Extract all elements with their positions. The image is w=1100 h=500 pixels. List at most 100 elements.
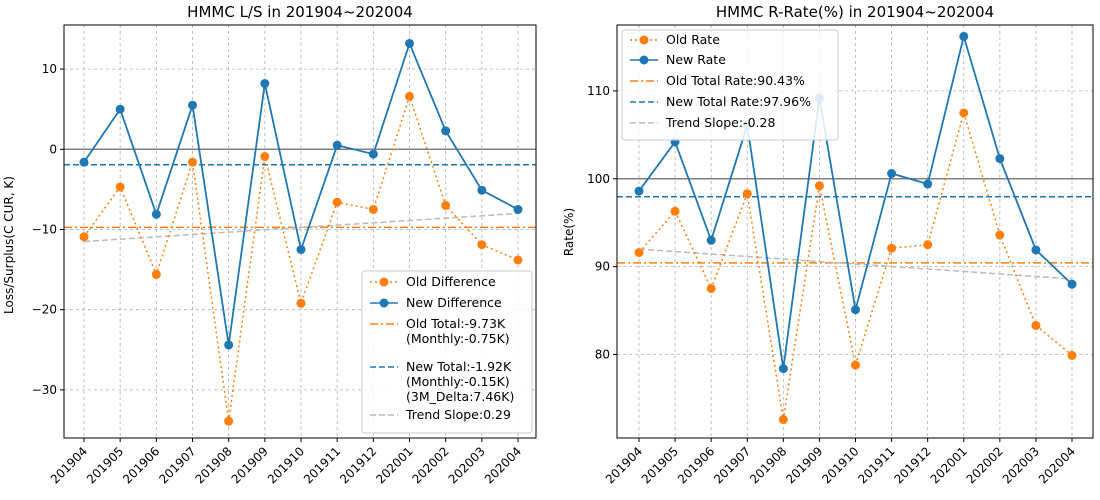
data-point: [706, 284, 716, 294]
legend-marker: [379, 298, 389, 308]
legend: Old Rate New Rate Old Total Rate:90.43% New…: [621, 29, 839, 141]
x-tick-label: 201912: [337, 444, 379, 486]
x-tick-label: 201907: [711, 444, 753, 486]
data-point: [151, 269, 161, 279]
x-tick-label: 201907: [156, 444, 198, 486]
data-point: [296, 298, 306, 308]
data-point: [79, 232, 89, 242]
data-point: [79, 157, 89, 167]
data-point: [405, 38, 414, 48]
x-tick-label: 201906: [675, 444, 717, 486]
y-tick-label: 100: [587, 172, 610, 186]
legend-label-line: Old Rate: [666, 32, 720, 47]
data-point: [368, 149, 378, 159]
legend-label: New Rate: [666, 52, 726, 67]
legend-label-line: Old Total Rate:90.43%: [666, 73, 805, 88]
x-tick-label: 202002: [964, 444, 1006, 486]
x-tick-label: 202004: [482, 444, 524, 486]
chart-title: HMMC L/S in 201904~202004: [187, 3, 413, 21]
reference-lines: [617, 178, 1093, 280]
data-point: [477, 185, 487, 195]
legend-label: Old Difference: [406, 274, 496, 289]
data-point: [742, 189, 752, 199]
x-tick-label: 201906: [120, 444, 162, 486]
data-point: [923, 179, 933, 189]
legend-label-line: (Monthly:-0.15K): [406, 374, 510, 389]
data-point: [1067, 350, 1077, 360]
legend-box: [361, 270, 533, 434]
axis-ticks: 2019042019052019062019072019082019092019…: [587, 84, 1078, 487]
data-point: [959, 31, 969, 41]
x-tick-label: 202002: [409, 444, 451, 486]
x-tick-label: 201911: [855, 444, 897, 486]
legend-label-line: (Monthly:-0.75K): [406, 331, 510, 346]
data-point: [1031, 245, 1041, 255]
data-point: [151, 209, 161, 219]
y-tick-label: −10: [32, 222, 57, 236]
data-point: [887, 243, 897, 253]
legend-label-line: New Total Rate:97.96%: [666, 94, 811, 109]
data-point: [405, 91, 414, 101]
x-tick-label: 201909: [229, 444, 271, 486]
legend-marker: [639, 35, 649, 45]
data-point: [851, 305, 860, 315]
data-point: [477, 240, 487, 250]
legend-box: [621, 29, 839, 141]
data-point: [670, 206, 680, 216]
data-point: [332, 140, 342, 150]
data-point: [778, 415, 788, 425]
legend-label: Old Total Rate:90.43%: [666, 73, 805, 88]
data-point: [851, 360, 860, 370]
data-point: [188, 157, 197, 167]
data-point: [115, 182, 125, 192]
plot-frame: [63, 24, 537, 439]
y-tick-label: 10: [42, 62, 57, 76]
y-axis-label: Rate(%): [562, 208, 576, 256]
series-lines: [79, 38, 523, 426]
data-point: [224, 416, 234, 426]
legend-label: Old Total:-9.73K (Monthly:-0.75K): [406, 316, 510, 346]
data-point: [995, 154, 1005, 164]
data-point: [188, 100, 197, 110]
legend-label-line: New Rate: [666, 52, 726, 67]
y-tick-label: 110: [587, 84, 610, 98]
y-tick-label: 80: [595, 348, 610, 362]
x-tick-label: 201904: [48, 444, 90, 486]
loss-surplus-chart: HMMC L/S in 201904~202004 Loss/Surplus(C…: [2, 3, 537, 487]
x-tick-label: 202001: [928, 444, 970, 486]
trend-line: [83, 212, 519, 243]
data-point: [260, 79, 270, 89]
y-tick-label: −30: [32, 383, 57, 397]
data-point: [260, 152, 270, 162]
legend-label-line: Old Difference: [406, 274, 496, 289]
legend-label-line: Trend Slope:-0.28: [665, 115, 775, 130]
y-tick-label: 0: [49, 142, 57, 156]
data-point: [706, 235, 716, 245]
data-point: [224, 340, 234, 350]
legend: Old Difference New Difference Old Total:-9…: [361, 270, 533, 434]
x-tick-label: 202003: [446, 444, 488, 486]
data-point: [513, 255, 523, 265]
return-rate-chart: HMMC R-Rate(%) in 201904~202004 Rate(%) …: [562, 3, 1094, 487]
x-tick-label: 201909: [783, 444, 825, 486]
x-tick-label: 201905: [84, 444, 126, 486]
x-tick-label: 202001: [373, 444, 415, 486]
trend-line: [638, 248, 1073, 280]
data-point: [1031, 321, 1041, 331]
data-point: [296, 245, 306, 255]
legend-label: Trend Slope:-0.28: [665, 115, 775, 130]
x-tick-label: 201908: [747, 444, 789, 486]
y-axis-label: Loss/Surplus(C CUR, K): [2, 176, 16, 314]
data-point: [332, 197, 342, 207]
x-tick-label: 201905: [639, 444, 681, 486]
data-point: [513, 204, 523, 214]
x-tick-label: 202004: [1036, 444, 1078, 486]
legend-label-line: New Total:-1.92K: [406, 359, 512, 374]
y-tick-label: 90: [595, 260, 610, 274]
data-point: [923, 240, 933, 250]
legend-label-line: Old Total:-9.73K: [406, 316, 506, 331]
x-tick-label: 201911: [301, 444, 343, 486]
legend-label: Old Rate: [666, 32, 720, 47]
legend-marker: [639, 55, 649, 65]
legend-label: New Difference: [406, 295, 502, 310]
